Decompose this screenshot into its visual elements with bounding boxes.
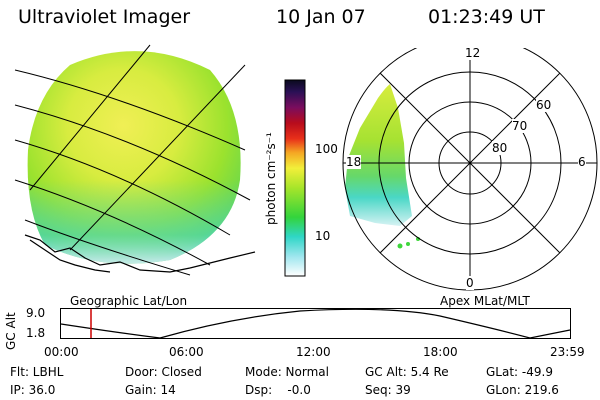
time-tick-4: 23:59	[550, 345, 585, 359]
altitude-curve	[60, 308, 571, 339]
app-title: Ultraviolet Imager	[18, 6, 191, 28]
status-glon: GLon: 219.6	[486, 383, 559, 397]
time-tick-1: 06:00	[169, 345, 204, 359]
mlt-label-0: 0	[466, 276, 474, 290]
altitude-ytick-min: 1.8	[26, 326, 46, 340]
altitude-plot-frame	[60, 308, 571, 339]
status-dsp: Dsp: -0.0	[245, 383, 311, 397]
polar-plot	[342, 48, 598, 291]
mlt-label-18: 18	[346, 155, 362, 169]
color-scale-bar	[284, 79, 306, 277]
mlt-label-6: 6	[578, 155, 586, 169]
mlat-label-80: 80	[492, 141, 508, 155]
geographic-image	[14, 44, 256, 276]
time-tick-2: 12:00	[296, 345, 331, 359]
geo-grid-lines	[14, 44, 251, 276]
polar-grid	[342, 48, 598, 291]
colorbar-unit-label: photon cm⁻²s⁻¹	[264, 132, 278, 225]
geo-panel-label: Geographic Lat/Lon	[70, 294, 188, 308]
coastline	[24, 234, 256, 273]
colorbar-tick-100: 100	[315, 142, 338, 156]
image-time: 01:23:49 UT	[428, 6, 545, 28]
status-seq: Seq: 39	[365, 383, 411, 397]
altitude-ytick-max: 9.0	[26, 306, 46, 320]
status-gc-alt: GC Alt: 5.4 Re	[365, 365, 449, 379]
colorbar-tick-10: 10	[315, 229, 331, 243]
mlat-label-60: 60	[536, 98, 552, 112]
time-tick-3: 18:00	[423, 345, 458, 359]
status-glat: GLat: -49.9	[486, 365, 553, 379]
status-gain: Gain: 14	[125, 383, 176, 397]
polar-panel-label: Apex MLat/MLT	[440, 294, 530, 308]
time-tick-0: 00:00	[44, 345, 79, 359]
status-ip: IP: 36.0	[10, 383, 56, 397]
image-date: 10 Jan 07	[276, 6, 366, 28]
altitude-plot	[60, 308, 571, 339]
altitude-ylabel: GC Alt	[4, 312, 18, 350]
status-door: Door: Closed	[125, 365, 202, 379]
status-filter: Flt: LBHL	[10, 365, 64, 379]
status-mode: Mode: Normal	[245, 365, 329, 379]
mlt-label-12: 12	[464, 46, 482, 60]
mlat-label-70: 70	[512, 119, 528, 133]
